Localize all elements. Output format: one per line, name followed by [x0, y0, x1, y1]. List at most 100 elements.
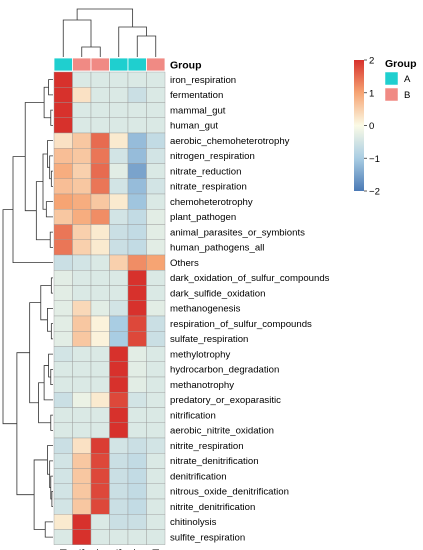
heatmap-cell — [72, 300, 92, 317]
row-label: nitrite_denitrification — [170, 502, 255, 513]
heatmap-cell — [109, 315, 129, 332]
row-dendrogram-branch — [43, 86, 51, 119]
heatmap-cell — [109, 407, 129, 423]
heatmap-cell — [72, 392, 92, 408]
heatmap-cell — [127, 102, 147, 118]
heatmap-cell — [146, 407, 166, 423]
group-legend-label: B — [404, 90, 410, 101]
heatmap-cell — [90, 331, 110, 347]
heatmap-cell — [90, 498, 110, 515]
heatmap-cell — [53, 285, 73, 301]
row-label: human_pathogens_all — [170, 243, 264, 254]
column-labels: AM BB BT AB AT BM — [59, 549, 163, 550]
group-legend-swatch — [384, 71, 399, 86]
heatmap-cell — [90, 422, 110, 439]
color-scale-tick-label: −2 — [369, 187, 380, 198]
heatmap-cell — [53, 331, 73, 347]
group-annotation-cell — [90, 57, 110, 72]
row-dendrogram-branch — [38, 382, 51, 424]
heatmap-cell — [146, 514, 166, 530]
row-label: hydrocarbon_degradation — [170, 365, 279, 376]
row-dendrogram — [2, 79, 53, 538]
heatmap-cell — [90, 117, 110, 134]
heatmap-cell — [72, 117, 92, 134]
heatmap-cell — [146, 376, 166, 393]
heatmap-cell — [127, 239, 147, 256]
column-dendrogram-branch — [118, 26, 147, 57]
heatmap-cell — [146, 270, 166, 286]
heatmap-cell — [90, 392, 110, 408]
heatmap-cell — [72, 514, 92, 530]
heatmap-cell — [146, 102, 166, 118]
row-label: nitrogen_respiration — [170, 151, 255, 162]
row-label: nitrification — [170, 410, 216, 421]
heatmap-cell — [90, 178, 110, 195]
heatmap-cell — [127, 224, 147, 240]
row-label: sulfate_respiration — [170, 334, 248, 345]
row-label: denitrification — [170, 471, 227, 482]
heatmap-cell — [127, 422, 147, 439]
column-label: AM — [59, 549, 70, 550]
heatmap-cell — [90, 437, 110, 454]
heatmap-cell — [127, 148, 147, 164]
heatmap-cell — [146, 392, 166, 408]
heatmap-cell — [109, 209, 129, 225]
heatmap-cell — [72, 407, 92, 423]
column-label: BT — [96, 549, 107, 550]
heatmap-cell — [146, 498, 166, 515]
row-label: methylotrophy — [170, 349, 230, 360]
heatmap-cell — [146, 529, 166, 545]
heatmap-cell — [90, 132, 110, 149]
heatmap-cell — [72, 437, 92, 454]
heatmap-cell — [146, 285, 166, 301]
heatmap-cell — [72, 285, 92, 301]
heatmap-cell — [109, 483, 129, 500]
heatmap-cell — [146, 71, 166, 88]
heatmap-cell — [72, 254, 92, 271]
heatmap-cell — [72, 209, 92, 225]
heatmap-cell — [109, 498, 129, 515]
group-annotation-label: Group — [170, 60, 202, 72]
heatmap-cell — [127, 163, 147, 179]
heatmap-cell — [146, 346, 166, 362]
row-label: dark_oxidation_of_sulfur_compounds — [170, 273, 330, 284]
heatmap-cell — [146, 483, 166, 500]
heatmap-cell — [109, 453, 129, 469]
row-label: predatory_or_exoparasitic — [170, 395, 281, 406]
heatmap-cell — [90, 224, 110, 240]
heatmap-cell — [127, 193, 147, 210]
heatmap-cell — [90, 407, 110, 423]
heatmap-cell — [146, 300, 166, 317]
heatmap-cell — [127, 392, 147, 408]
row-dendrogram-branch — [29, 302, 41, 404]
heatmap-cell — [53, 483, 73, 500]
heatmap-cell — [72, 148, 92, 164]
heatmap-cell — [53, 376, 73, 393]
row-dendrogram-branch — [40, 285, 52, 321]
heatmap-cell — [127, 315, 147, 332]
heatmap-cell — [90, 483, 110, 500]
row-dendrogram-branch — [49, 231, 53, 248]
group-annotation-cell — [146, 57, 166, 72]
heatmap-cell — [127, 254, 147, 271]
row-labels: iron_respiration fermentation mammal_guthu… — [170, 75, 330, 543]
heatmap-cell — [146, 148, 166, 164]
heatmap-cell — [90, 361, 110, 378]
heatmap-cell — [146, 132, 166, 149]
heatmap-cell — [72, 498, 92, 515]
heatmap-cell — [109, 239, 129, 256]
column-label: AT — [133, 549, 144, 550]
heatmap-cell — [146, 437, 166, 454]
heatmap-cell — [53, 87, 73, 103]
heatmap-cell — [109, 102, 129, 118]
heatmap-cell — [90, 285, 110, 301]
heatmap-cell — [146, 254, 166, 271]
heatmap-cell — [109, 300, 129, 317]
heatmap-cell — [72, 376, 92, 393]
row-dendrogram-branch — [50, 475, 53, 500]
row-label: iron_respiration — [170, 75, 236, 86]
heatmap-cell — [109, 376, 129, 393]
row-label: human_gut — [170, 121, 218, 132]
heatmap-cell — [53, 498, 73, 515]
heatmap-cell — [53, 315, 73, 332]
